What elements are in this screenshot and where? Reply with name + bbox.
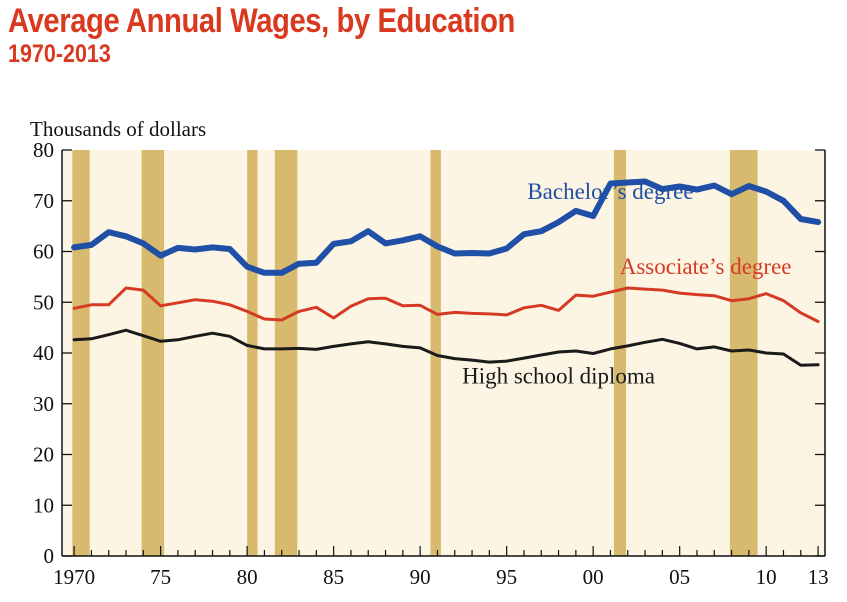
plot-area: [62, 150, 825, 556]
recession-bar: [247, 150, 258, 556]
x-tick-label: 95: [496, 565, 517, 589]
x-tick-label: 90: [410, 565, 431, 589]
x-tick-label: 00: [583, 565, 604, 589]
series-label: Associate’s degree: [620, 254, 792, 279]
y-tick-label: 20: [33, 443, 54, 467]
x-tick-label: 05: [669, 565, 690, 589]
x-tick-label: 75: [150, 565, 171, 589]
recession-bar: [72, 150, 90, 556]
recession-bar: [613, 150, 627, 556]
y-tick-label: 0: [44, 544, 55, 568]
chart-title: Average Annual Wages, by Education: [8, 2, 515, 40]
chart-subtitle: 1970-2013: [8, 40, 111, 68]
series-label: High school diploma: [462, 363, 655, 388]
x-tick-label: 1970: [53, 565, 95, 589]
recession-bar: [430, 150, 441, 556]
series-line: [72, 328, 820, 367]
x-tick-label: 80: [237, 565, 258, 589]
y-tick-label: 70: [33, 189, 54, 213]
recession-bar: [141, 150, 165, 556]
y-tick-label: 10: [33, 493, 54, 517]
y-tick-label: 80: [33, 138, 54, 162]
y-tick-label: 30: [33, 392, 54, 416]
recession-bar: [274, 150, 298, 556]
y-tick-label: 60: [33, 240, 54, 264]
y-tick-label: 50: [33, 290, 54, 314]
y-axis-units-label: Thousands of dollars: [30, 117, 207, 141]
series-line: [71, 178, 822, 276]
recession-bar: [729, 150, 758, 556]
series-line: [72, 286, 820, 323]
x-tick-label: 13: [808, 565, 829, 589]
series-label: Bachelor’s degree: [527, 179, 693, 204]
y-tick-label: 40: [33, 341, 54, 365]
x-tick-label: 10: [756, 565, 777, 589]
x-tick-label: 85: [323, 565, 344, 589]
